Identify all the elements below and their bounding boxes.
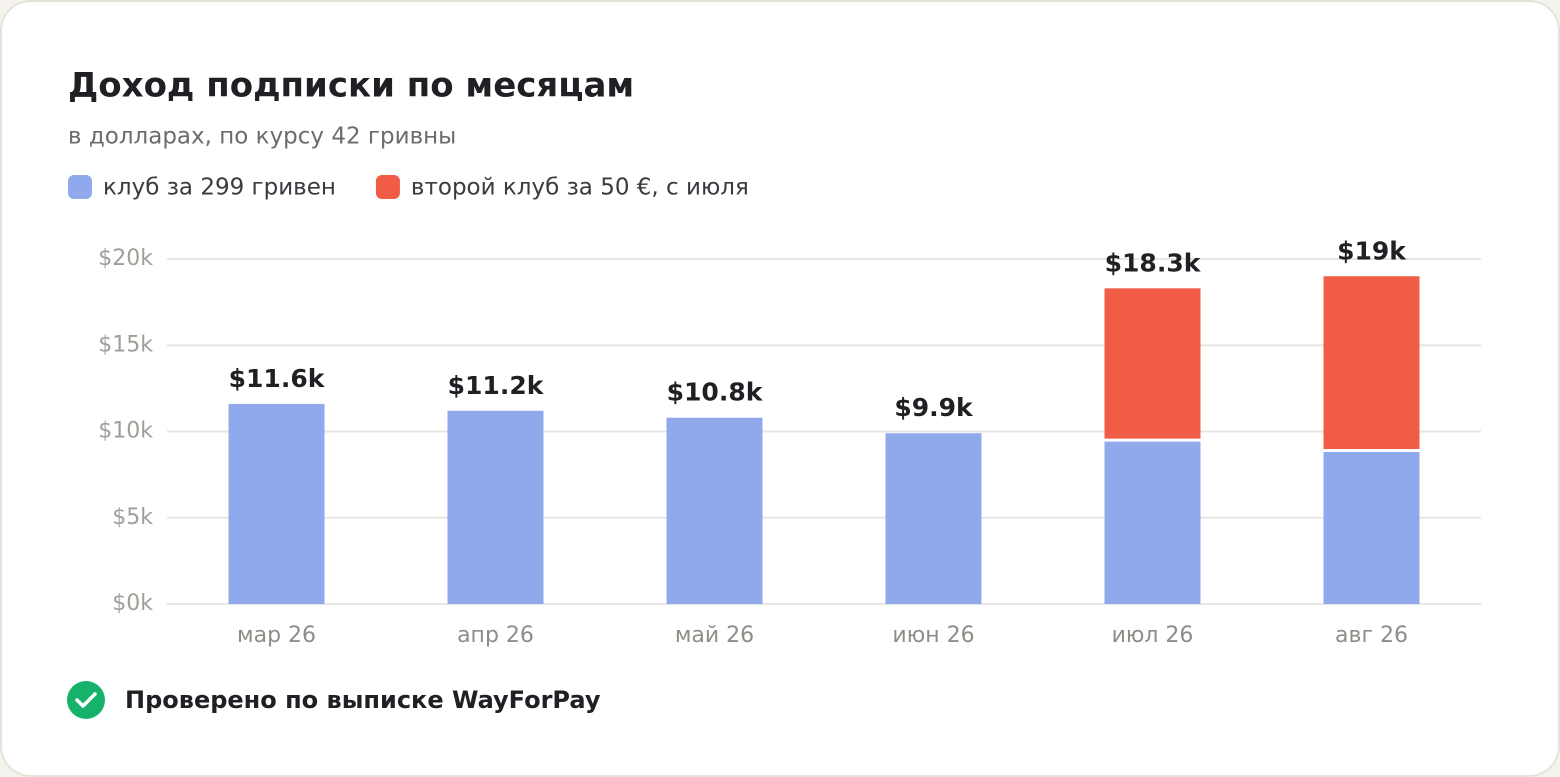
total-label: $18.3k [1105, 248, 1202, 277]
y-tick-label: $15k [98, 332, 153, 357]
bar-segment [228, 403, 325, 604]
x-tick-label: апр 26 [457, 623, 534, 648]
x-tick-label: мар 26 [237, 623, 316, 648]
y-tick-label: $20k [98, 246, 153, 271]
total-label: $11.2k [448, 371, 545, 400]
x-tick-label: июн 26 [892, 623, 974, 648]
bar-segment [447, 410, 544, 604]
y-tick-label: $0k [112, 591, 153, 616]
total-label: $11.6k [229, 364, 326, 393]
x-tick-label: июл 26 [1112, 623, 1194, 648]
legend-label: второй клуб за 50 €, с июля [411, 175, 749, 201]
bar-segment [1323, 276, 1420, 451]
bar-segment [1104, 288, 1201, 441]
x-tick-label: май 26 [675, 623, 754, 648]
check-mark [75, 692, 97, 708]
x-tick-label: авг 26 [1335, 623, 1408, 648]
chart-title: Доход подписки по месяцам [68, 66, 634, 106]
y-tick-label: $5k [112, 505, 153, 530]
check-icon [67, 681, 105, 719]
total-label: $9.9k [894, 393, 974, 422]
chart-subtitle: в долларах, по курсу 42 гривны [68, 124, 456, 150]
total-label: $10.8k [667, 378, 764, 407]
total-label: $19k [1337, 236, 1407, 265]
y-tick-label: $10k [98, 419, 153, 444]
legend-swatch [375, 175, 400, 199]
legend-label: клуб за 299 гривен [103, 175, 336, 201]
bar-segment [885, 433, 982, 604]
bar-segment [1323, 450, 1420, 604]
legend-swatch [68, 175, 92, 199]
bar-segment [666, 417, 763, 604]
footnote: Проверено по выписке WayForPay [125, 686, 601, 714]
bar-segment [1104, 440, 1201, 604]
